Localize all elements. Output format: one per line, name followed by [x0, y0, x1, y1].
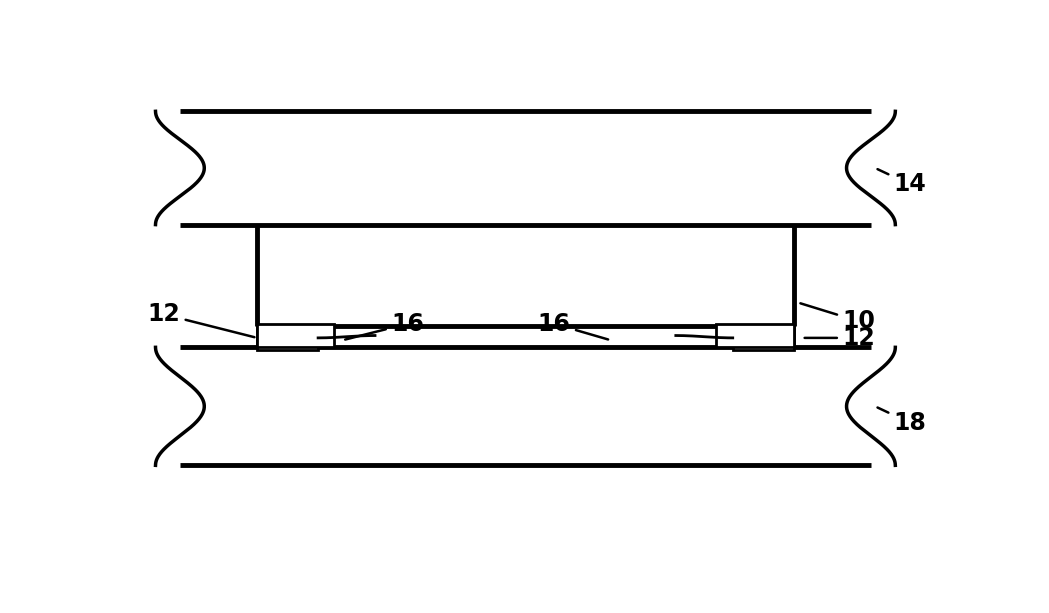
Text: 12: 12 — [805, 326, 875, 350]
Text: 16: 16 — [345, 312, 424, 340]
Bar — [180, 112, 871, 224]
Bar — [257, 326, 318, 349]
Text: 18: 18 — [878, 408, 926, 435]
Bar — [180, 348, 871, 465]
Bar — [716, 324, 794, 348]
Bar — [257, 324, 335, 348]
Text: 14: 14 — [878, 169, 926, 197]
Text: 12: 12 — [147, 302, 255, 337]
Bar — [732, 326, 794, 349]
Text: 10: 10 — [800, 303, 875, 333]
Text: 16: 16 — [537, 312, 608, 340]
